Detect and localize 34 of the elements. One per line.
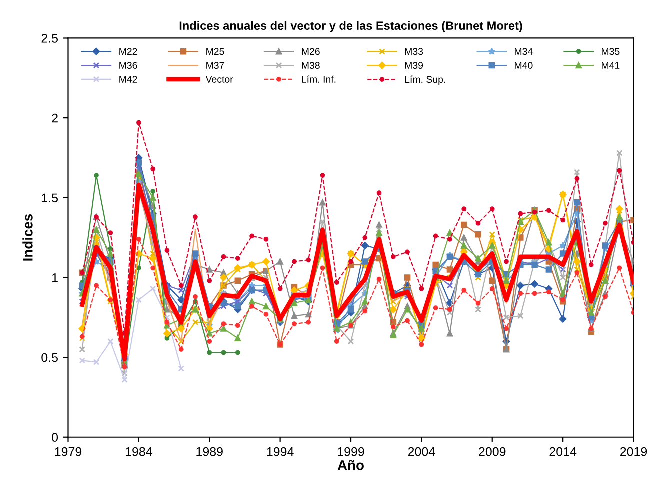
legend-label: M33	[405, 48, 424, 56]
x-tick-label: 2019	[620, 447, 648, 456]
legend-label: Lím. Sup.	[405, 76, 446, 85]
legend-label: M38	[302, 62, 320, 70]
legend-label: M22	[120, 48, 138, 56]
x-tick-label: 1979	[55, 447, 82, 456]
x-tick-label: 1999	[338, 447, 364, 456]
legend-label: M34	[515, 48, 533, 56]
y-tick-label: 0.5	[42, 353, 58, 362]
legend-label: M26	[302, 48, 320, 56]
legend-label: M42	[120, 76, 138, 83]
x-tick-label: 2004	[408, 447, 436, 456]
x-tick-label: 1989	[196, 447, 223, 456]
y-tick-label: 2.5	[42, 34, 58, 43]
y-tick-label: 2	[52, 114, 58, 123]
legend-label: M39	[405, 62, 424, 70]
legend-label: M41	[602, 62, 620, 69]
legend-label: M37	[206, 62, 224, 70]
x-axis-title: Año	[338, 460, 364, 470]
y-tick-label: 1.5	[42, 194, 58, 203]
legend-label: M25	[206, 48, 224, 56]
x-tick-label: 2009	[479, 447, 506, 456]
chart-title: Indices anuales del vector y de las Estaciones (Brunet Moret)	[180, 21, 522, 32]
y-tick-label: 1	[52, 274, 58, 282]
legend-label: M35	[602, 48, 620, 56]
x-tick-label: 1984	[126, 447, 152, 456]
legend-label: Vector	[206, 76, 234, 83]
x-tick-label: 1994	[267, 447, 294, 456]
legend-label: M36	[120, 62, 138, 70]
legend-label: Lím. Inf.	[302, 76, 336, 83]
y-axis-title: Indices	[22, 214, 33, 261]
x-tick-label: 2014	[550, 447, 577, 456]
legend-label: M40	[515, 62, 533, 70]
y-tick-label: 0	[52, 433, 58, 442]
